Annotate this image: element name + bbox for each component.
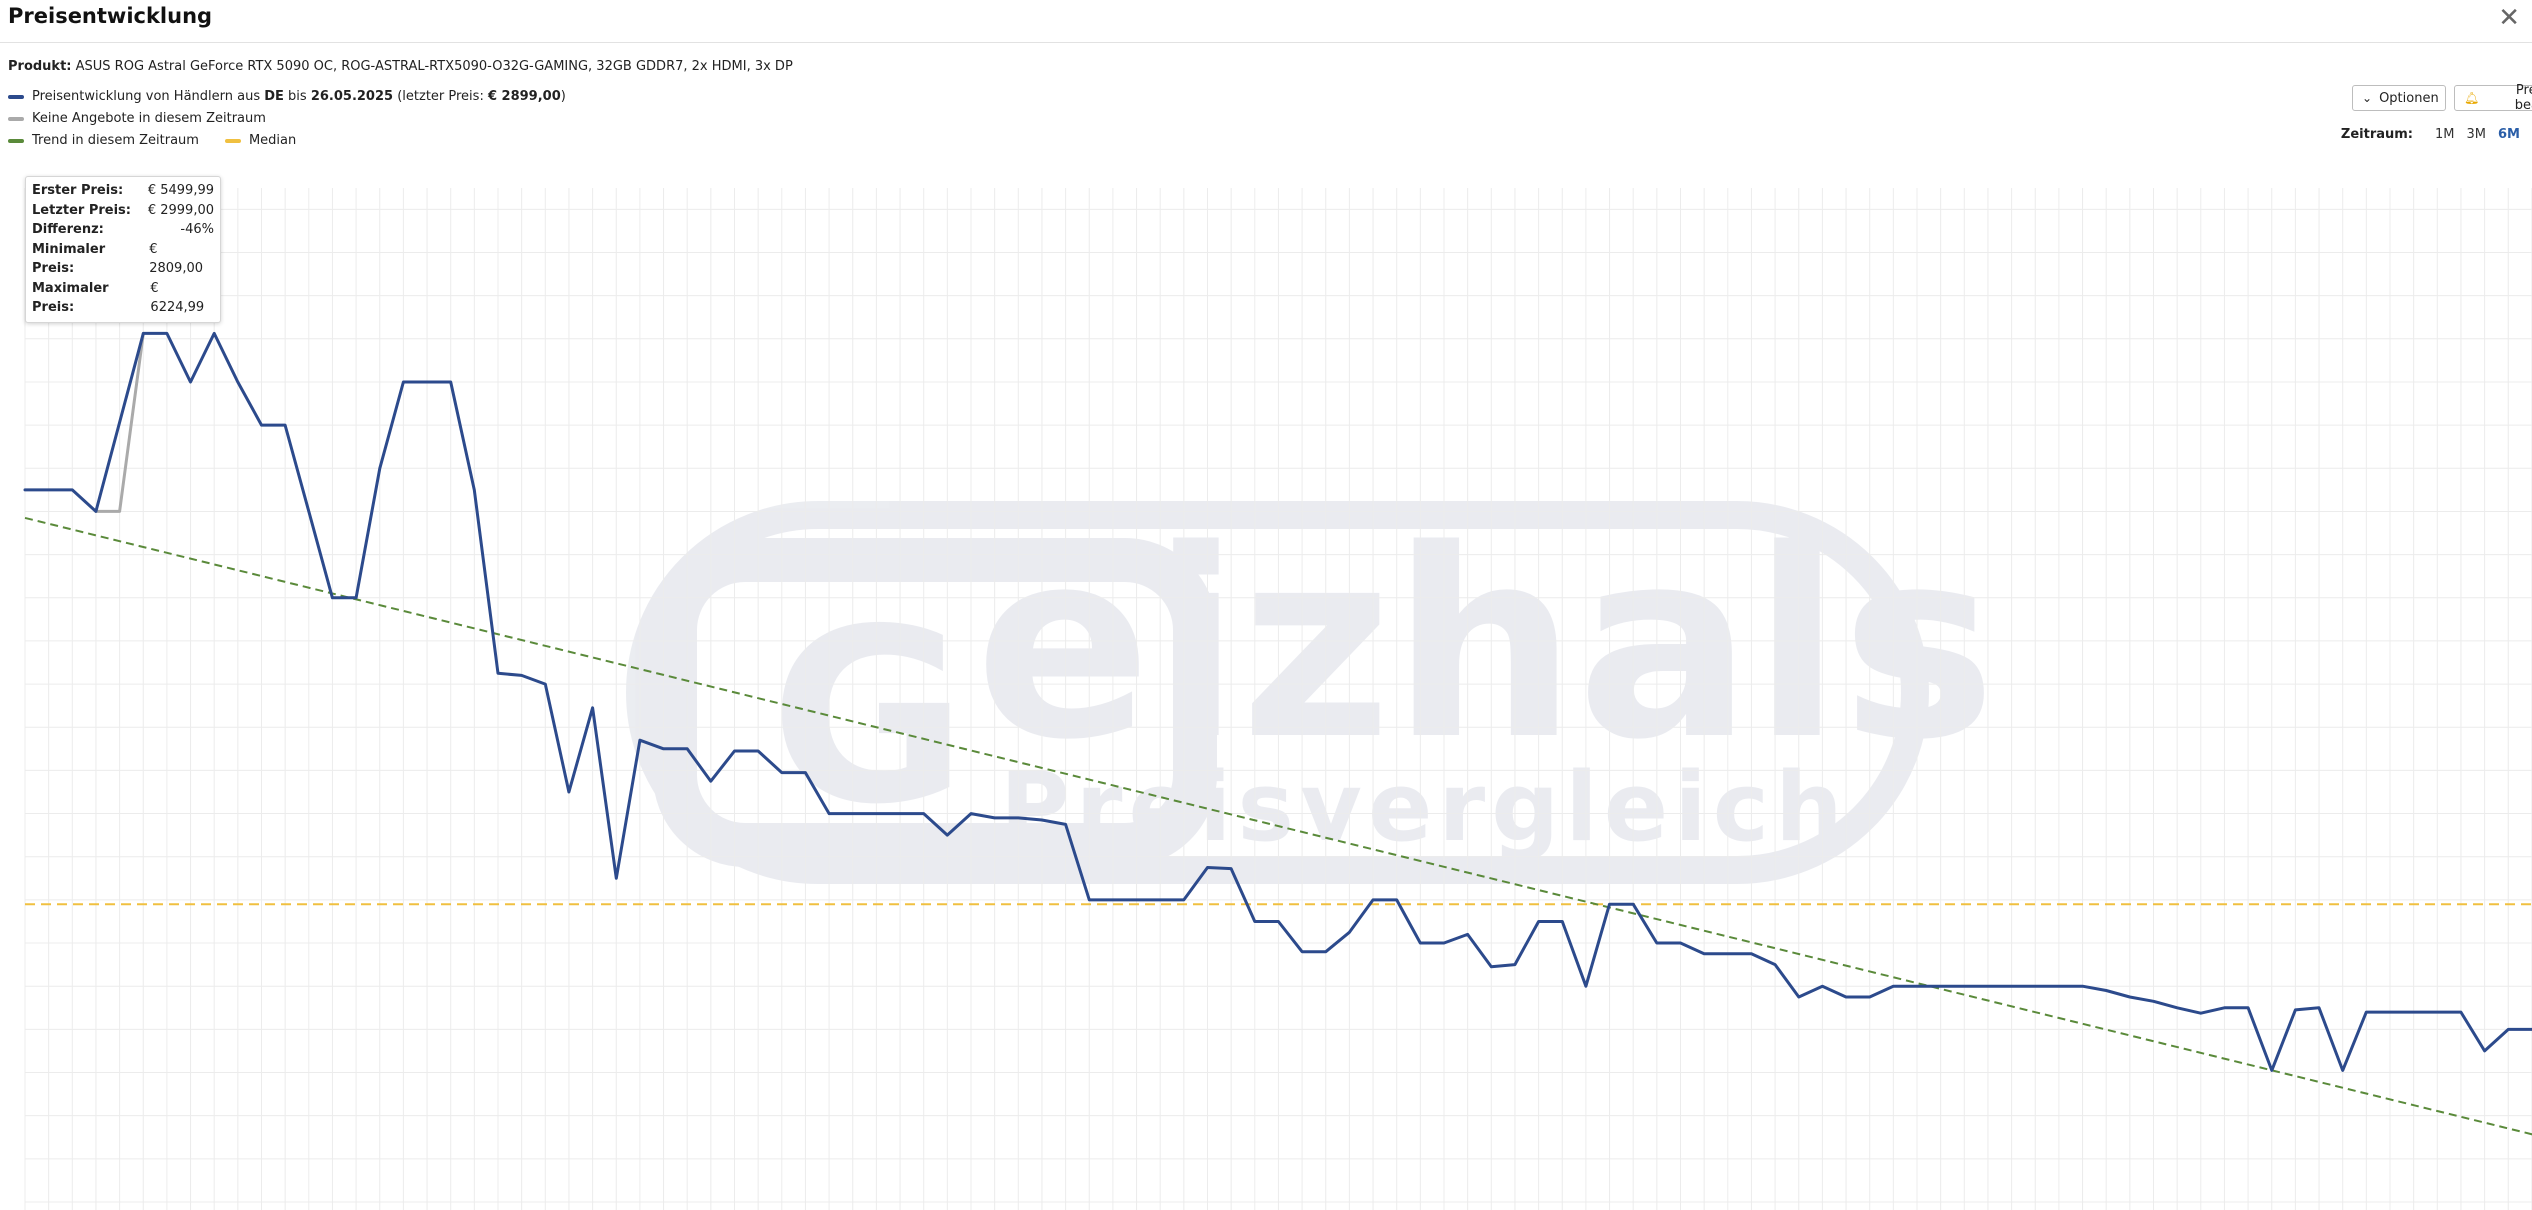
legend-trend-text: Trend in diesem Zeitraum (32, 133, 199, 148)
chevron-down-icon: ⌄ (2362, 91, 2373, 105)
dialog-header: Preisentwicklung ✕ (0, 0, 2532, 43)
stats-row: Erster Preis: € 5499,99 (32, 183, 214, 198)
legend-item-median: Median (224, 133, 297, 148)
legend-swatch-no-offers (8, 116, 24, 121)
product-label: Produkt: (8, 59, 72, 74)
close-icon[interactable]: ✕ (2498, 3, 2520, 33)
legend-main-text: Preisentwicklung von Händlern aus DE bis… (32, 89, 566, 104)
geizhals-watermark: G eizhals Preisvergleich (626, 495, 1996, 884)
options-button[interactable]: ⌄ Optionen (2352, 85, 2446, 111)
stats-row: Differenz: -46% (32, 222, 214, 237)
trend-line-path (24, 516, 2532, 1136)
zeitraum-1m[interactable]: 1M (2435, 127, 2455, 142)
bell-icon: 🔔︎ (2464, 91, 2480, 105)
legend-main: Preisentwicklung von Händlern aus DE bis… (8, 89, 566, 104)
legend-no-offers: Keine Angebote in diesem Zeitraum (8, 111, 266, 126)
price-series (23, 331, 2532, 1072)
stats-row: Letzter Preis: € 2999,00 (32, 202, 214, 218)
page-title: Preisentwicklung (8, 4, 213, 28)
trend-line (24, 516, 2532, 1136)
zeitraum-selector: Zeitraum: 1M 3M 6M (2341, 127, 2520, 142)
chart-grid (24, 188, 2532, 1210)
legend-swatch-main (8, 94, 24, 99)
price-alarm-label: Preisalarm bearbeiten (2514, 83, 2532, 113)
legend-no-offers-text: Keine Angebote in diesem Zeitraum (32, 111, 266, 126)
watermark-brand: eizhals (975, 495, 1996, 797)
legend-swatch-trend (8, 138, 24, 143)
stats-box: Erster Preis: € 5499,99 Letzter Preis: € 2… (25, 176, 221, 323)
series-line-main (23, 331, 2532, 1072)
series-line-no-offers (94, 331, 145, 513)
stats-row: Minimaler Preis: € 2809,00 (32, 241, 203, 277)
watermark-sub: Preisvergleich (1000, 753, 1849, 863)
product-line: Produkt: ASUS ROG Astral GeForce RTX 509… (8, 59, 793, 74)
legend-item-trend: Trend in diesem Zeitraum (8, 133, 199, 148)
stats-row: Maximaler Preis: € 6224,99 (32, 280, 205, 316)
zeitraum-6m[interactable]: 6M (2498, 127, 2520, 142)
zeitraum-label: Zeitraum: (2340, 127, 2414, 142)
product-name: ASUS ROG Astral GeForce RTX 5090 OC, ROG… (75, 59, 793, 74)
zeitraum-3m[interactable]: 3M (2466, 127, 2487, 142)
watermark-letter: G (770, 577, 967, 857)
legend-swatch-median (224, 138, 241, 143)
price-alarm-button[interactable]: 🔔︎ Preisalarm bearbeiten (2454, 83, 2532, 113)
legend-row-trend-median: Trend in diesem Zeitraum Median (8, 133, 322, 148)
legend-median-text: Median (248, 133, 297, 148)
options-label: Optionen (2379, 90, 2439, 106)
